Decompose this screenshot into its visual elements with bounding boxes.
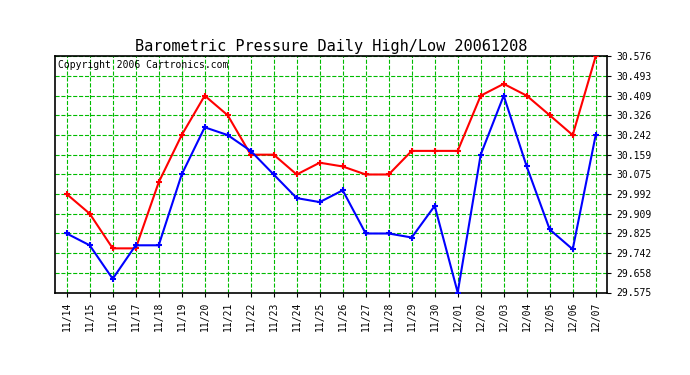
Text: Copyright 2006 Cartronics.com: Copyright 2006 Cartronics.com: [58, 60, 228, 70]
Title: Barometric Pressure Daily High/Low 20061208: Barometric Pressure Daily High/Low 20061…: [135, 39, 527, 54]
